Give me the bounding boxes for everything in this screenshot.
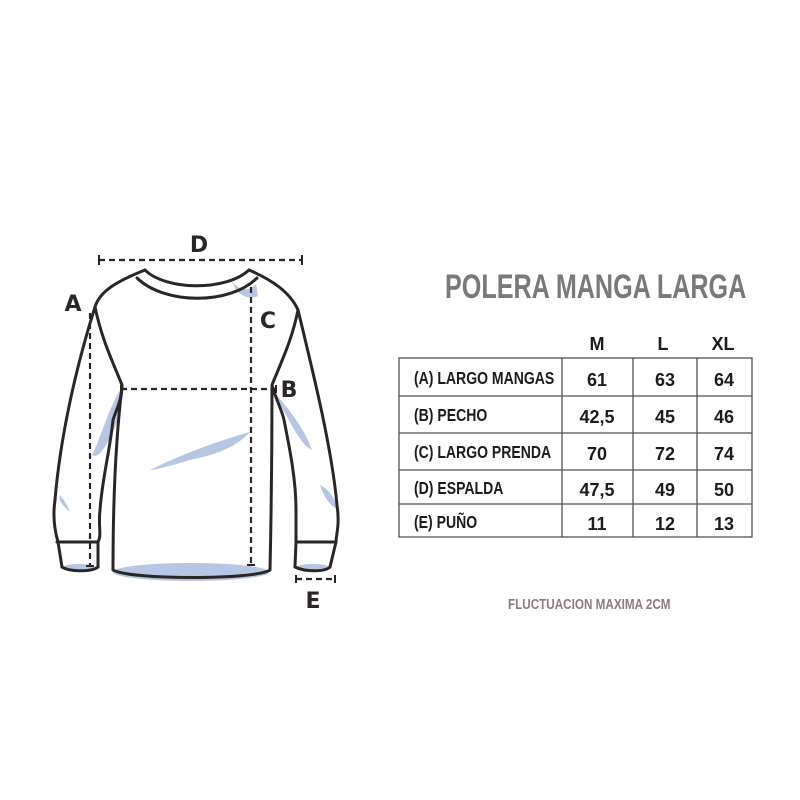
page-title-group: POLERA MANGA LARGA	[445, 268, 746, 306]
label-d: D	[190, 233, 208, 258]
fluctuation-note-group: FLUCTUACION MAXIMA 2CM	[508, 596, 671, 613]
cell-value-xl: 13	[714, 514, 734, 534]
cell-value-m: 61	[587, 370, 607, 390]
cell-value-xl: 74	[714, 444, 734, 464]
measure-c-line	[247, 287, 255, 566]
cell-value-m: 42,5	[579, 407, 614, 427]
row-label: (B) PECHO	[414, 405, 487, 425]
row-label-group: (B) PECHO	[414, 405, 487, 425]
table-grid	[398, 357, 753, 538]
label-a: A	[64, 292, 81, 317]
label-e: E	[305, 589, 320, 614]
measure-a-line	[86, 313, 94, 567]
column-header-m: M	[590, 334, 605, 354]
sweater-diagram: D A C B E	[52, 233, 340, 614]
cell-value-xl: 46	[714, 407, 734, 427]
size-table: M L XL (A) LARGO MANGAS 61 63 64 (B) PECHO 42…	[398, 334, 753, 538]
column-header-xl: XL	[711, 334, 734, 354]
cell-value-m: 70	[587, 444, 607, 464]
cell-value-xl: 50	[714, 480, 734, 500]
row-label-group: (D) ESPALDA	[414, 478, 504, 498]
row-label-group: (E) PUÑO	[414, 510, 477, 532]
row-label: (C) LARGO PRENDA	[414, 442, 551, 462]
size-table-header: M L XL	[590, 334, 735, 354]
cell-value-l: 49	[655, 480, 675, 500]
row-label-group: (A) LARGO MANGAS	[414, 368, 554, 388]
cell-value-l: 63	[655, 370, 675, 390]
cell-value-l: 72	[655, 444, 675, 464]
table-row: (A) LARGO MANGAS 61 63 64	[414, 368, 734, 390]
label-b: B	[281, 378, 298, 403]
label-c: C	[260, 309, 276, 334]
column-header-l: L	[658, 334, 669, 354]
table-row: (E) PUÑO 11 12 13	[414, 510, 734, 534]
fluctuation-note: FLUCTUACION MAXIMA 2CM	[508, 596, 671, 613]
measure-d-line	[98, 255, 303, 265]
cell-value-m: 11	[587, 514, 606, 534]
row-label: (A) LARGO MANGAS	[414, 368, 554, 388]
table-row: (B) PECHO 42,5 45 46	[414, 405, 734, 427]
table-body: (A) LARGO MANGAS 61 63 64(B) PECHO 42,5 45 46(…	[414, 368, 734, 534]
table-row: (D) ESPALDA 47,5 49 50	[414, 478, 734, 500]
table-row: (C) LARGO PRENDA 70 72 74	[414, 442, 734, 464]
row-label: (E) PUÑO	[414, 510, 477, 532]
row-label-group: (C) LARGO PRENDA	[414, 442, 551, 462]
cell-value-l: 45	[655, 407, 675, 427]
cell-value-m: 47,5	[579, 480, 614, 500]
row-label: (D) ESPALDA	[414, 478, 504, 498]
cell-value-l: 12	[655, 514, 675, 534]
cell-value-xl: 64	[714, 370, 734, 390]
measure-e-line	[295, 575, 336, 583]
sweater-outline	[52, 268, 340, 579]
measure-b-line	[120, 385, 277, 393]
page-title: POLERA MANGA LARGA	[445, 268, 746, 306]
